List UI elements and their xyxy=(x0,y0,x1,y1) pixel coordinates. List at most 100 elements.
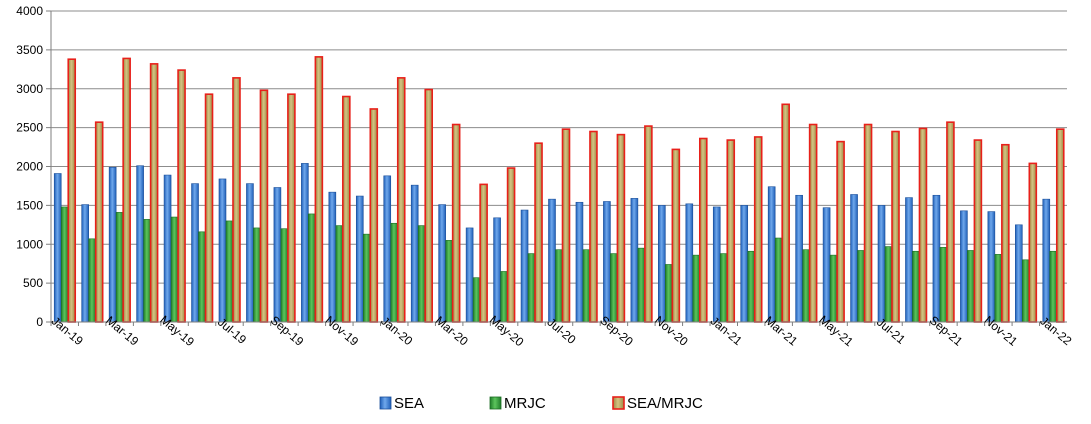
bar-sea: SEA Jan-19: 1910 xyxy=(53,173,62,323)
legend-item-sea-mrjc: SEA/MRJC xyxy=(612,395,703,412)
bar-sea: SEA May-20: 1340 xyxy=(493,217,501,323)
bar-sea-mrjc: SEA/MRJC Oct-20: 2520 xyxy=(644,125,653,323)
bar-mrjc: MRJC Dec-21: 800 xyxy=(1022,259,1030,323)
bar-sea-mrjc: SEA/MRJC Feb-19: 2570 xyxy=(94,121,104,323)
bar-sea: SEA Oct-21: 1430 xyxy=(960,210,968,323)
legend-swatch xyxy=(379,396,392,410)
bar-mrjc: MRJC Jul-19: 1300 xyxy=(225,220,234,323)
bar-sea-mrjc: SEA/MRJC Aug-20: 2450 xyxy=(589,130,598,323)
bar-sea: SEA Dec-21: 1250 xyxy=(1015,224,1023,323)
bar-mrjc: MRJC Jun-20: 880 xyxy=(527,253,536,323)
bar-mrjc: MRJC Nov-21: 870 xyxy=(994,254,1003,323)
y-tick-label: 2000 xyxy=(16,160,43,174)
bar-sea: SEA Feb-20: 1760 xyxy=(410,184,419,323)
bar-sea-mrjc: SEA/MRJC Jan-22: 2480 xyxy=(1055,128,1065,323)
bar-sea-mrjc: SEA/MRJC Jan-20: 3140 xyxy=(396,77,406,323)
bar-sea: SEA Nov-19: 1670 xyxy=(328,191,337,323)
legend-swatch xyxy=(489,396,502,410)
bar-mrjc: MRJC Feb-19: 1070 xyxy=(88,238,96,323)
legend-item-sea: SEA xyxy=(379,395,424,412)
bar-mrjc: MRJC Jan-19: 1480 xyxy=(60,206,69,323)
y-tick-label: 3000 xyxy=(16,82,43,96)
bar-sea-mrjc: SEA/MRJC Mar-20: 2540 xyxy=(451,123,461,323)
bar-mrjc: MRJC Aug-21: 910 xyxy=(912,250,920,323)
bar-mrjc: MRJC Nov-19: 1240 xyxy=(335,225,344,323)
bar-sea-mrjc: SEA/MRJC Nov-19: 2900 xyxy=(342,95,351,323)
bar-mrjc: MRJC Feb-20: 1240 xyxy=(417,225,426,323)
bar-mrjc: MRJC Dec-19: 1130 xyxy=(362,233,371,323)
bar-sea: SEA Aug-21: 1600 xyxy=(905,197,913,323)
bar-sea: SEA Jul-19: 1840 xyxy=(218,178,227,323)
y-tick-label: 1000 xyxy=(16,237,43,251)
bar-mrjc: MRJC Mar-20: 1050 xyxy=(445,240,453,323)
legend: SEA MRJC SEA/MRJC xyxy=(379,395,703,412)
bar-sea: SEA Nov-20: 1500 xyxy=(658,205,666,323)
bar-sea-mrjc: SEA/MRJC Jun-21: 2540 xyxy=(863,123,873,323)
bar-sea: SEA Sep-19: 1730 xyxy=(273,187,282,323)
bar-mrjc: MRJC Apr-21: 930 xyxy=(802,249,810,323)
y-tick-label: 1500 xyxy=(16,198,43,212)
bar-sea: SEA Jan-22: 1580 xyxy=(1042,198,1051,323)
bar-sea-mrjc: SEA/MRJC Nov-21: 2280 xyxy=(1001,143,1010,323)
bar-sea-mrjc: SEA/MRJC Jul-21: 2450 xyxy=(891,130,900,323)
bar-sea: SEA Apr-21: 1630 xyxy=(795,194,803,323)
bar-sea-mrjc: SEA/MRJC Jun-20: 2300 xyxy=(534,142,543,323)
legend-label: MRJC xyxy=(504,395,546,412)
bar-mrjc: MRJC Feb-21: 910 xyxy=(747,250,756,323)
bar-mrjc: MRJC Mar-19: 1410 xyxy=(115,212,124,323)
bar-sea: SEA Sep-21: 1630 xyxy=(932,194,941,323)
bar-mrjc: MRJC Sep-21: 960 xyxy=(939,247,948,323)
bar-sea-mrjc: SEA/MRJC Dec-19: 2740 xyxy=(369,108,379,323)
bar-sea-mrjc: SEA/MRJC Jan-19: 3380 xyxy=(67,58,77,323)
bar-mrjc: MRJC Apr-19: 1320 xyxy=(143,219,151,323)
bar-sea-mrjc: SEA/MRJC May-19: 3240 xyxy=(177,69,186,323)
bar-mrjc: MRJC Aug-20: 930 xyxy=(582,249,591,323)
bar-sea: SEA May-19: 1890 xyxy=(163,174,172,323)
bar-mrjc: MRJC Dec-20: 860 xyxy=(692,254,701,323)
bar-sea-mrjc: SEA/MRJC Jun-19: 2930 xyxy=(204,93,214,323)
bar-sea: SEA Mar-21: 1740 xyxy=(767,186,776,323)
bar-sea-mrjc: SEA/MRJC Feb-21: 2380 xyxy=(753,136,763,323)
bar-sea: SEA Jul-21: 1500 xyxy=(877,205,886,323)
bar-sea-mrjc: SEA/MRJC Jul-19: 3140 xyxy=(232,77,241,323)
bar-sea: SEA Feb-21: 1500 xyxy=(740,205,749,323)
bar-sea-mrjc: SEA/MRJC Sep-21: 2570 xyxy=(946,121,955,323)
y-tick-label: 500 xyxy=(23,276,43,290)
legend-label: SEA/MRJC xyxy=(627,395,703,412)
bar-sea: SEA Aug-20: 1540 xyxy=(575,201,584,323)
y-tick-label: 0 xyxy=(36,315,43,329)
bar-sea: SEA Apr-19: 2010 xyxy=(136,165,144,323)
bar-sea-mrjc: SEA/MRJC Apr-21: 2540 xyxy=(808,123,818,323)
bar-mrjc: MRJC Sep-19: 1200 xyxy=(280,228,289,323)
bar-mrjc: MRJC May-19: 1350 xyxy=(170,216,179,323)
bar-sea-mrjc: SEA/MRJC Oct-21: 2340 xyxy=(973,139,983,323)
bar-sea-mrjc: SEA/MRJC Apr-20: 1770 xyxy=(479,183,488,323)
bar-mrjc: MRJC Jun-21: 920 xyxy=(857,250,865,323)
y-tick-label: 4000 xyxy=(16,4,43,18)
bar-sea: SEA Mar-19: 1990 xyxy=(108,166,117,323)
bar-mrjc: MRJC Jan-21: 880 xyxy=(719,253,728,323)
bar-mrjc: MRJC Jul-20: 930 xyxy=(555,249,563,323)
bar-sea-mrjc: SEA/MRJC Sep-19: 2930 xyxy=(287,93,296,323)
bar-sea: SEA Jan-20: 1880 xyxy=(383,175,392,323)
bar-sea-mrjc: SEA/MRJC Dec-20: 2360 xyxy=(698,137,708,323)
bar-mrjc: MRJC Aug-19: 1210 xyxy=(253,227,261,323)
bar-mrjc: MRJC May-21: 860 xyxy=(829,254,838,323)
bar-mrjc: MRJC May-20: 650 xyxy=(500,271,508,323)
bar-sea-mrjc: SEA/MRJC Jul-20: 2480 xyxy=(561,128,571,323)
bar-mrjc: MRJC Nov-20: 740 xyxy=(665,264,673,323)
bar-sea: SEA Jun-19: 1780 xyxy=(191,183,199,323)
bar-sea: SEA Dec-20: 1520 xyxy=(685,203,694,323)
bar-mrjc: MRJC Jan-20: 1270 xyxy=(390,222,399,323)
bar-sea: SEA Dec-19: 1620 xyxy=(355,195,364,323)
bar-sea: SEA Apr-20: 1210 xyxy=(465,227,474,323)
legend-label: SEA xyxy=(394,395,424,412)
bar-mrjc: MRJC Jun-19: 1160 xyxy=(198,231,206,323)
bar-sea: SEA May-21: 1470 xyxy=(822,207,831,323)
bar-mrjc: MRJC Jan-22: 910 xyxy=(1049,250,1058,323)
bar-sea-mrjc: SEA/MRJC Apr-19: 3320 xyxy=(149,63,159,323)
bar-mrjc: MRJC Jul-21: 970 xyxy=(884,246,893,323)
bar-sea: SEA Nov-21: 1420 xyxy=(987,211,996,323)
